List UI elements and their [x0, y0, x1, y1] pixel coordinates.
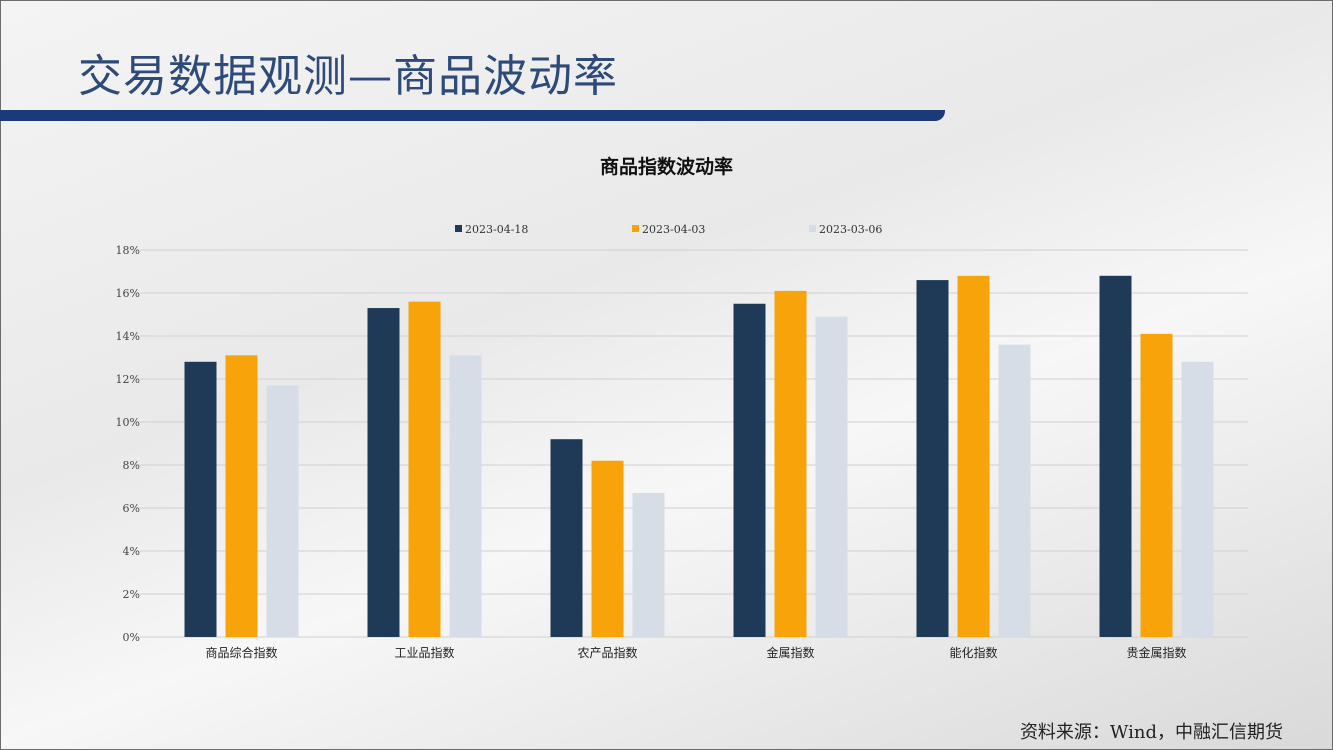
bar-2023-04-03-农产品指数 [591, 460, 624, 637]
y-tick-label: 16% [116, 287, 140, 300]
title-underline-band [0, 110, 945, 121]
bar-2023-03-06-金属指数 [815, 316, 848, 637]
y-tick-label: 0% [123, 631, 140, 644]
bar-2023-03-06-贵金属指数 [1181, 361, 1214, 637]
bar-2023-03-06-商品综合指数 [266, 385, 299, 637]
y-tick-label: 2% [123, 588, 140, 601]
bar-2023-04-03-工业品指数 [408, 301, 441, 637]
legend-swatch [632, 225, 639, 232]
x-tick-label: 贵金属指数 [1126, 645, 1186, 660]
x-tick-label: 能化指数 [949, 645, 997, 660]
bar-2023-04-03-能化指数 [957, 275, 990, 637]
x-tick-label: 工业品指数 [394, 645, 454, 660]
bar-2023-04-18-能化指数 [916, 280, 949, 637]
bar-2023-04-18-金属指数 [733, 303, 766, 637]
legend-label: 2023-03-06 [819, 223, 882, 236]
y-tick-label: 12% [116, 373, 140, 386]
y-tick-label: 6% [123, 502, 140, 515]
legend-label: 2023-04-03 [642, 223, 705, 236]
y-tick-label: 18% [116, 244, 140, 257]
bar-2023-04-18-贵金属指数 [1099, 275, 1132, 637]
y-tick-label: 4% [123, 545, 140, 558]
bar-2023-04-18-工业品指数 [367, 308, 400, 637]
x-tick-label: 商品综合指数 [205, 645, 277, 660]
legend-label: 2023-04-18 [465, 223, 528, 236]
slide-title: 交易数据观测—商品波动率 [78, 51, 618, 102]
bar-2023-03-06-工业品指数 [449, 355, 482, 637]
bar-2023-04-03-贵金属指数 [1140, 333, 1173, 637]
y-tick-label: 8% [123, 459, 140, 472]
bar-2023-03-06-农产品指数 [632, 492, 665, 637]
bar-2023-04-03-商品综合指数 [225, 355, 258, 637]
bar-2023-04-18-商品综合指数 [184, 361, 217, 637]
y-tick-label: 10% [116, 416, 140, 429]
x-tick-label: 金属指数 [766, 645, 814, 660]
legend-swatch [455, 225, 462, 232]
bar-2023-03-06-能化指数 [998, 344, 1031, 637]
bar-2023-04-03-金属指数 [774, 290, 807, 637]
y-tick-label: 14% [116, 330, 140, 343]
legend-swatch [809, 225, 816, 232]
bar-2023-04-18-农产品指数 [550, 439, 583, 637]
chart-title: 商品指数波动率 [599, 156, 733, 178]
x-tick-label: 农产品指数 [577, 645, 637, 660]
source-note: 资料来源：Wind，中融汇信期货 [1019, 722, 1283, 743]
